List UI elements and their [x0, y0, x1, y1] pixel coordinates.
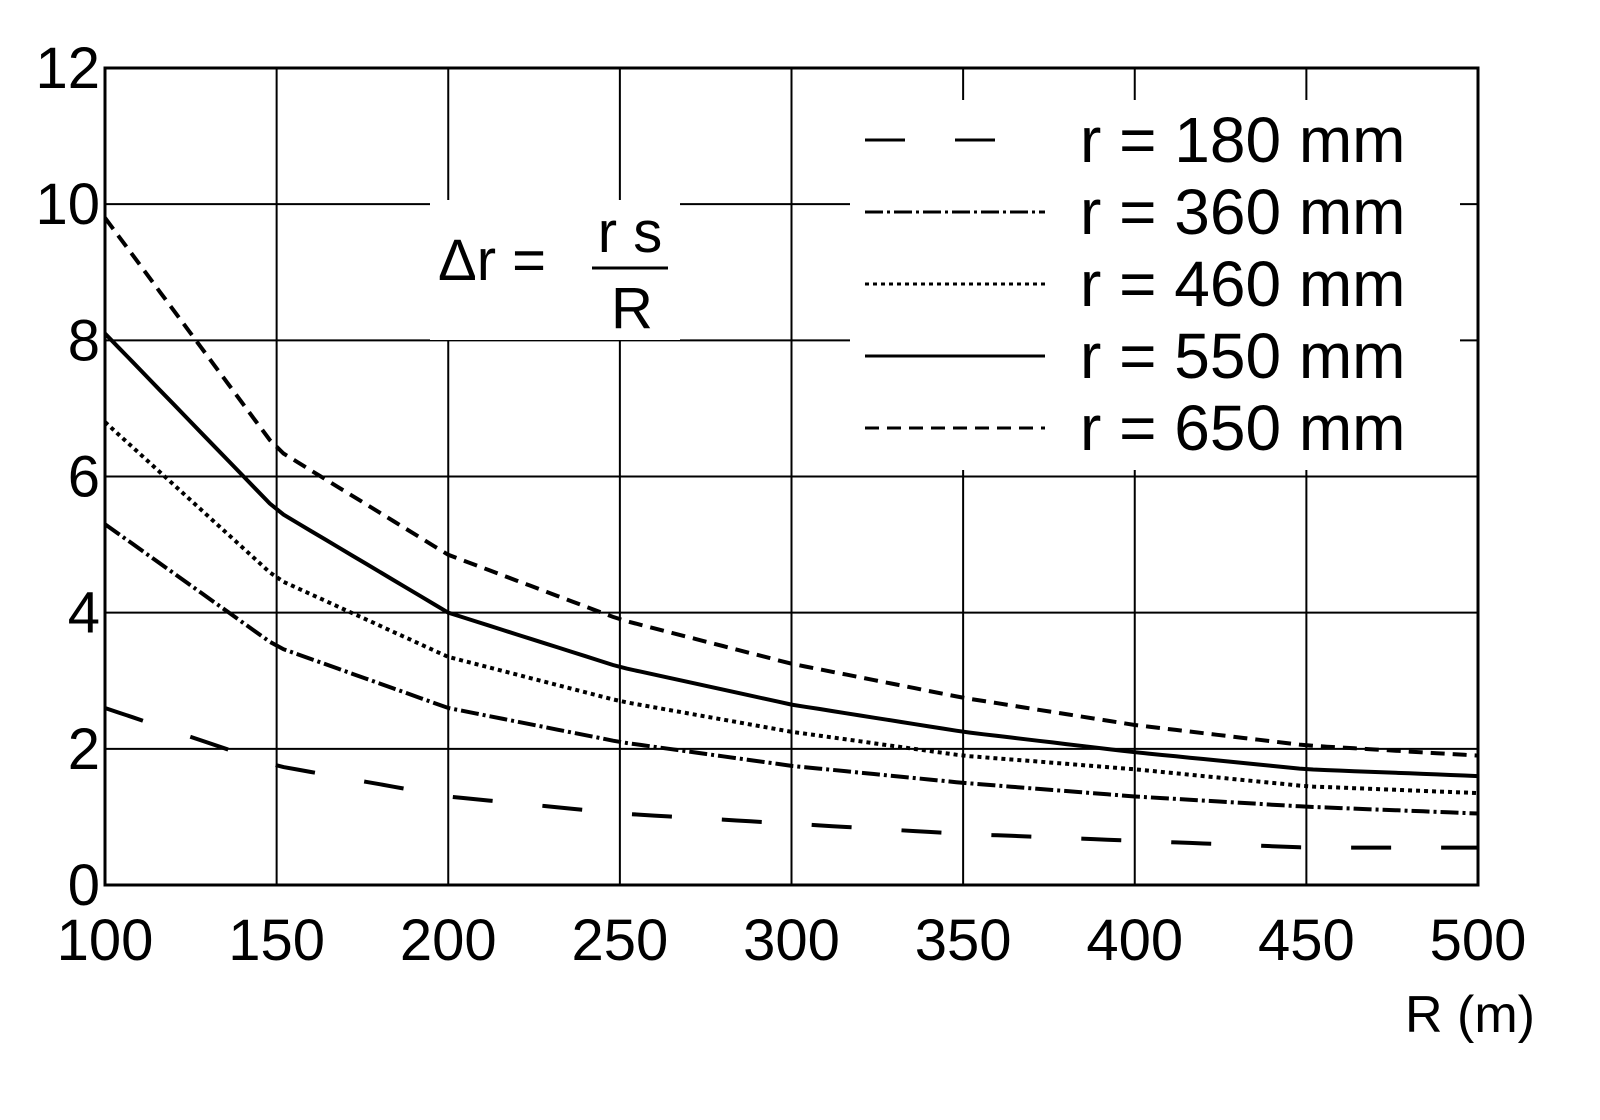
- formula-annotation: Δr = r s R: [430, 200, 680, 341]
- y-tick-label: 0: [68, 853, 100, 918]
- formula-numerator: r s: [598, 200, 662, 265]
- legend-label: r = 550 mm: [1080, 320, 1405, 392]
- x-tick-label: 300: [743, 908, 840, 973]
- x-tick-label: 200: [400, 908, 497, 973]
- legend-label: r = 650 mm: [1080, 392, 1405, 464]
- x-axis-ticks: 100 150 200 250 300 350 400 450 500: [57, 908, 1527, 973]
- y-tick-label: 10: [35, 172, 100, 237]
- plot-frame: [103, 66, 1480, 887]
- formula-denominator: R: [611, 276, 653, 341]
- y-tick-label: 2: [68, 717, 100, 782]
- y-tick-label: 12: [35, 36, 100, 101]
- x-tick-label: 400: [1086, 908, 1183, 973]
- x-tick-label: 250: [571, 908, 668, 973]
- legend: r = 180 mmr = 360 mmr = 460 mmr = 550 mm…: [850, 100, 1460, 470]
- x-tick-label: 350: [915, 908, 1012, 973]
- legend-label: r = 460 mm: [1080, 248, 1405, 320]
- curves: [103, 216, 1479, 850]
- x-tick-label: 500: [1430, 908, 1527, 973]
- y-axis-ticks: 0 2 4 6 8 10 12: [35, 36, 100, 918]
- y-tick-label: 8: [68, 308, 100, 373]
- formula-lhs: Δr =: [438, 228, 546, 293]
- curve-360mm: [103, 522, 1479, 816]
- y-tick-label: 4: [68, 581, 100, 646]
- x-axis-label: R (m): [1405, 986, 1535, 1044]
- curve-550mm: [103, 332, 1479, 779]
- x-tick-label: 150: [228, 908, 325, 973]
- legend-label: r = 360 mm: [1080, 176, 1405, 248]
- x-tick-label: 100: [57, 908, 154, 973]
- x-tick-label: 450: [1258, 908, 1355, 973]
- legend-label: r = 180 mm: [1080, 104, 1405, 176]
- y-tick-label: 6: [68, 445, 100, 510]
- curve-650mm: [103, 216, 1479, 758]
- curve-460mm: [103, 420, 1479, 796]
